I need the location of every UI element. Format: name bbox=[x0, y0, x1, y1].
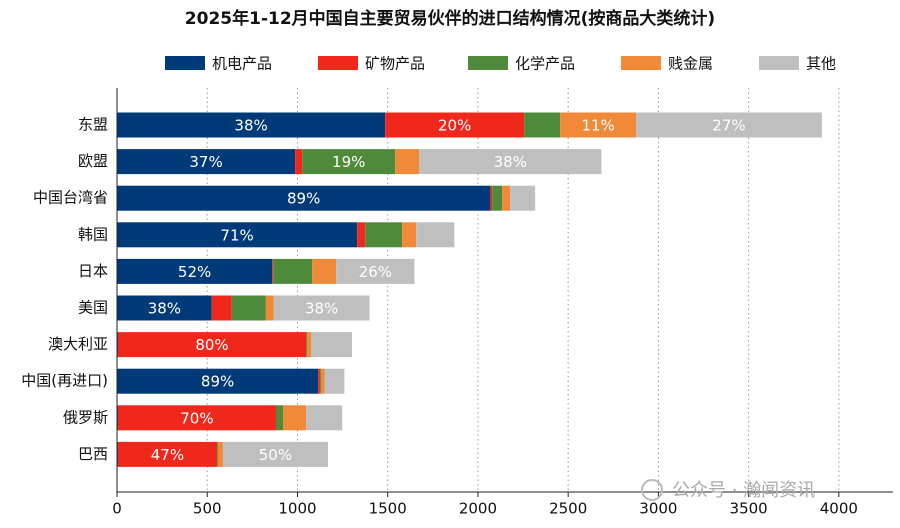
legend-label: 其他 bbox=[806, 55, 836, 73]
bar-segment bbox=[117, 405, 276, 431]
y-tick-label: 东盟 bbox=[78, 116, 108, 134]
bar-segment bbox=[492, 185, 503, 211]
bar-segment bbox=[490, 185, 493, 211]
value-label: 38% bbox=[234, 117, 267, 135]
bar-segment bbox=[416, 222, 455, 248]
bar-segment bbox=[306, 332, 308, 358]
legend-swatch bbox=[165, 56, 205, 70]
bar-segment bbox=[320, 368, 321, 394]
x-tick-label: 1500 bbox=[369, 500, 407, 518]
value-label: 27% bbox=[712, 117, 745, 135]
bar-segment bbox=[117, 295, 212, 321]
x-tick-label: 1000 bbox=[278, 500, 316, 518]
bar-segment bbox=[402, 222, 417, 248]
bar-segment bbox=[311, 332, 352, 358]
legend-label: 化学产品 bbox=[515, 55, 575, 73]
value-label: 20% bbox=[438, 117, 471, 135]
bar-segment bbox=[318, 368, 321, 394]
bar-segment bbox=[265, 295, 274, 321]
legend-swatch bbox=[318, 56, 358, 70]
bar-segment bbox=[273, 295, 370, 321]
bar-segment bbox=[117, 332, 307, 358]
y-tick-label: 美国 bbox=[78, 299, 108, 317]
bar-segment bbox=[636, 112, 822, 138]
watermark: 公众号 · 瀚闻资讯 bbox=[672, 480, 815, 501]
bar-segment bbox=[385, 112, 525, 138]
bar-segment bbox=[312, 258, 337, 284]
value-label: 11% bbox=[581, 117, 614, 135]
y-tick-label: 中国台湾省 bbox=[33, 189, 108, 207]
bar-segment bbox=[302, 149, 396, 175]
bar-segment bbox=[117, 112, 386, 138]
y-tick-label: 欧盟 bbox=[78, 152, 108, 170]
chart-title: 2025年1-12月中国自主要贸易伙伴的进口结构情况(按商品大类统计) bbox=[185, 8, 715, 29]
bar-segment bbox=[231, 295, 266, 321]
value-label: 50% bbox=[259, 446, 292, 464]
legend-label: 贱金属 bbox=[668, 55, 713, 73]
value-label: 26% bbox=[359, 263, 392, 281]
y-tick-label: 澳大利亚 bbox=[48, 335, 108, 353]
bar-segment bbox=[117, 258, 273, 284]
bar-segment bbox=[272, 258, 274, 284]
value-label: 38% bbox=[305, 300, 338, 318]
x-tick-label: 2000 bbox=[459, 500, 497, 518]
value-label: 38% bbox=[494, 153, 527, 171]
bar-segment bbox=[273, 258, 313, 284]
bar-segment bbox=[502, 185, 511, 211]
x-tick-label: 500 bbox=[193, 500, 222, 518]
legend-label: 机电产品 bbox=[212, 55, 272, 73]
bar-segment bbox=[510, 185, 536, 211]
bar-segment bbox=[216, 441, 218, 467]
watermark-icon bbox=[641, 479, 663, 501]
bar-segment bbox=[357, 222, 366, 248]
bar-segment bbox=[283, 405, 307, 431]
value-label: 19% bbox=[332, 153, 365, 171]
bar-segment bbox=[320, 368, 325, 394]
value-label: 38% bbox=[148, 300, 181, 318]
bar-segment bbox=[211, 295, 232, 321]
y-tick-label: 韩国 bbox=[78, 225, 108, 243]
y-tick-label: 中国(再进口) bbox=[21, 372, 108, 390]
legend-swatch bbox=[468, 56, 508, 70]
x-tick-label: 4000 bbox=[820, 500, 858, 518]
value-label: 89% bbox=[287, 190, 320, 208]
value-label: 37% bbox=[189, 153, 222, 171]
bar-segment bbox=[560, 112, 637, 138]
value-label: 70% bbox=[180, 409, 213, 427]
bar-segment bbox=[295, 149, 303, 175]
legend-swatch bbox=[759, 56, 799, 70]
bar-segment bbox=[336, 258, 415, 284]
x-tick-label: 3000 bbox=[639, 500, 677, 518]
bar-segment bbox=[419, 149, 602, 175]
bar-segment bbox=[117, 149, 296, 175]
x-tick-label: 2500 bbox=[549, 500, 587, 518]
bar-segment bbox=[365, 222, 403, 248]
x-tick-label: 0 bbox=[112, 500, 122, 518]
value-label: 89% bbox=[201, 373, 234, 391]
value-label: 47% bbox=[151, 446, 184, 464]
bar-segment bbox=[306, 405, 343, 431]
bar-segment bbox=[117, 441, 217, 467]
y-tick-label: 俄罗斯 bbox=[63, 408, 108, 426]
bar-segment bbox=[117, 185, 491, 211]
bar-segment bbox=[324, 368, 345, 394]
y-tick-label: 巴西 bbox=[78, 445, 108, 463]
bar-segment bbox=[307, 332, 311, 358]
legend-label: 矿物产品 bbox=[365, 55, 425, 73]
bar-segment bbox=[395, 149, 420, 175]
bar-segment bbox=[275, 405, 284, 431]
y-tick-label: 日本 bbox=[78, 262, 108, 280]
value-label: 52% bbox=[178, 263, 211, 281]
bar-segment bbox=[222, 441, 328, 467]
bar-segment bbox=[117, 368, 319, 394]
bar-segment bbox=[117, 222, 358, 248]
value-label: 71% bbox=[220, 226, 253, 244]
value-label: 80% bbox=[195, 336, 228, 354]
legend-swatch bbox=[621, 56, 661, 70]
x-tick-label: 3500 bbox=[730, 500, 768, 518]
bar-segment bbox=[217, 441, 223, 467]
bar-segment bbox=[524, 112, 561, 138]
